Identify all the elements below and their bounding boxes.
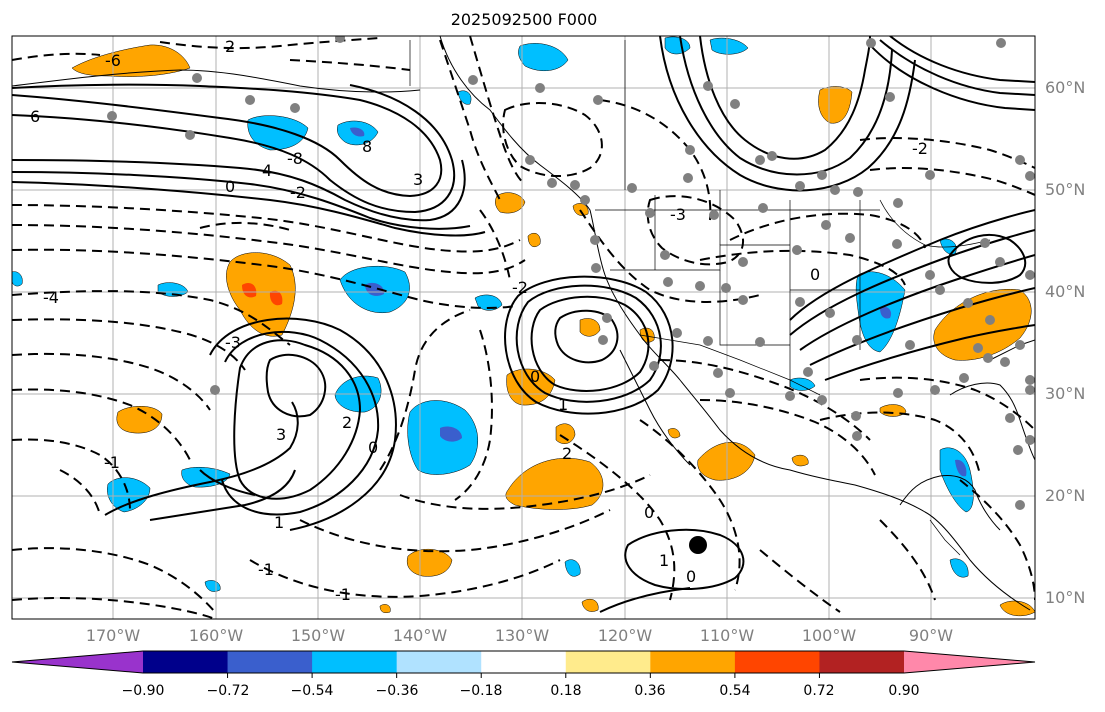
station-dots (107, 36, 1035, 510)
colorbar-segment (481, 651, 567, 673)
colorbar-tick-label: −0.90 (121, 683, 165, 699)
contour-label: 0 (686, 567, 696, 586)
contour-label: 3 (276, 425, 286, 444)
contour-label: 0 (530, 367, 540, 386)
contour-label: -4 (43, 288, 59, 307)
colorbar-tick-label: −0.18 (459, 683, 503, 699)
map-frame (11, 35, 1036, 620)
colorbar-segment (396, 651, 482, 673)
colorbar-tick-label: 0.72 (803, 683, 835, 699)
colorbar-tick-label: −0.54 (290, 683, 334, 699)
contour-label: -1 (104, 453, 120, 472)
colorbar-tick-label: −0.36 (375, 683, 419, 699)
lon-label: 160°W (188, 626, 244, 645)
lon-label: 140°W (392, 626, 448, 645)
contour-label: -2 (512, 278, 528, 297)
contour-label: -6 (105, 51, 121, 70)
lon-label: 170°W (85, 626, 141, 645)
contour-label: 2 (225, 37, 235, 56)
lat-label: 30°N (1045, 384, 1086, 403)
colorbar-tick-label: −0.72 (206, 683, 250, 699)
colorbar-segment (819, 651, 905, 673)
contour-label: 2 (562, 444, 572, 463)
contour-label: 0 (810, 265, 820, 284)
contour-label: 6 (30, 107, 40, 126)
colorbar-segment (734, 651, 820, 673)
contour-label: 0 (368, 438, 378, 457)
contour-labels: 6 -6 2 -2 4 -4 3 -3 0 8 -8 2 3 0 1 -1 0 … (30, 37, 928, 604)
colorbar-tick-label: 0.54 (719, 683, 751, 699)
contour-label: -3 (225, 333, 241, 352)
colorbar-outline (11, 650, 1036, 674)
contour-label: 1 (659, 551, 669, 570)
lat-label: 40°N (1045, 282, 1086, 301)
marker-dot (689, 536, 707, 554)
lon-label: 130°W (494, 626, 550, 645)
contour-label: 0 (225, 177, 235, 196)
lat-label: 10°N (1045, 588, 1086, 607)
lon-label: 150°W (290, 626, 346, 645)
negative-anomaly-shading (12, 36, 974, 592)
contour-label: 1 (274, 513, 284, 532)
contour-label: 8 (362, 137, 372, 156)
colorbar-segment (565, 651, 651, 673)
contour-label: 0 (644, 503, 654, 522)
contour-label: -2 (912, 139, 928, 158)
contour-label: 4 (262, 161, 272, 180)
colorbar-segment (312, 651, 398, 673)
lon-label: 100°W (801, 626, 857, 645)
contour-label: 2 (342, 413, 352, 432)
lon-label: 90°W (908, 626, 954, 645)
lat-label: 20°N (1045, 486, 1086, 505)
lon-label: 110°W (699, 626, 755, 645)
colorbar-segment (143, 651, 229, 673)
contour-label: 1 (558, 395, 568, 414)
lat-label: 50°N (1045, 180, 1086, 199)
colorbar-segment (227, 651, 313, 673)
colorbar-extend-low (12, 651, 143, 673)
contour-label: -2 (290, 183, 306, 202)
contour-label: 3 (413, 170, 423, 189)
colorbar (11, 650, 1036, 678)
map-title: 2025092500 F000 (450, 10, 598, 29)
colorbar-tick-label: 0.36 (634, 683, 666, 699)
colorbar-tick-label: 0.90 (888, 683, 920, 699)
dashed-contours (12, 36, 1035, 619)
positive-anomaly-shading (71, 44, 1035, 617)
map-panel: 6 -6 2 -2 4 -4 3 -3 0 8 -8 2 3 0 1 -1 0 … (12, 36, 1035, 619)
positive-anomaly-cores (242, 283, 283, 306)
coastlines (12, 36, 1035, 611)
contour-label: -1 (335, 585, 351, 604)
colorbar-extend-high (904, 651, 1035, 673)
solid-contours (12, 36, 1035, 613)
lon-label: 120°W (597, 626, 653, 645)
contour-label: -3 (670, 205, 686, 224)
colorbar-tick-label: 0.18 (550, 683, 582, 699)
contour-label: -8 (287, 149, 303, 168)
lat-label: 60°N (1045, 78, 1086, 97)
contour-label: -1 (258, 560, 274, 579)
colorbar-segment (650, 651, 736, 673)
